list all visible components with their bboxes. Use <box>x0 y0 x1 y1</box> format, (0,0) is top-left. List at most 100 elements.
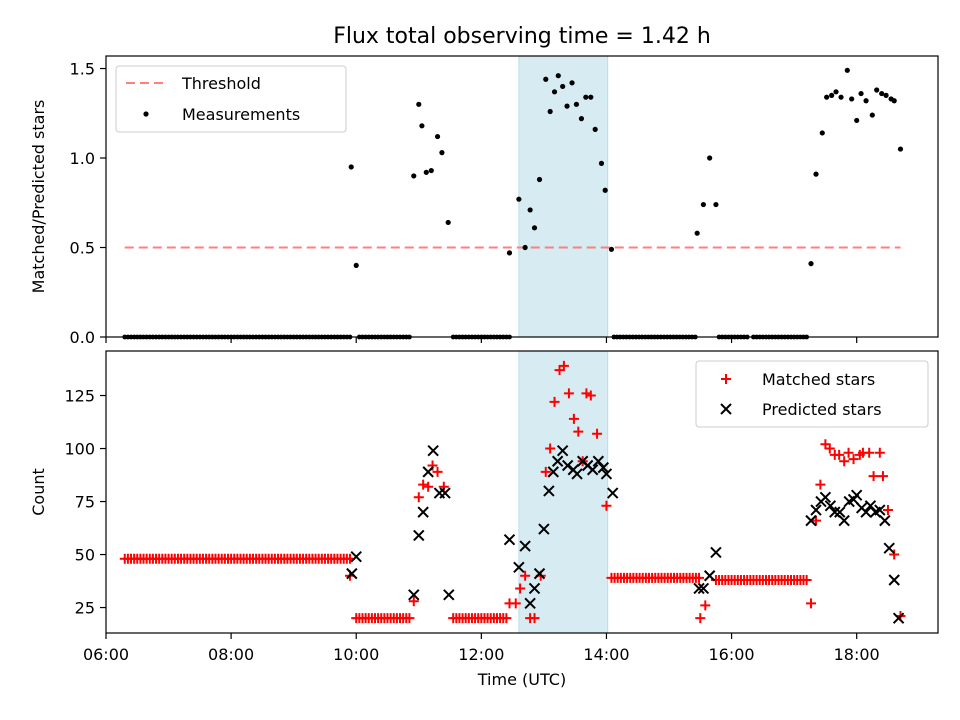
measurement-point <box>516 196 522 202</box>
y-tick-label: 100 <box>64 440 95 459</box>
measurement-point <box>348 164 354 170</box>
measurement-point <box>838 94 844 100</box>
matched-star-point <box>694 572 705 583</box>
measurement-point <box>411 173 417 179</box>
predicted-star-point <box>543 485 555 497</box>
matched-star-point <box>563 388 574 399</box>
matched-star-point <box>592 428 603 439</box>
predicted-star-point <box>533 567 546 580</box>
matched-star-point <box>848 454 859 465</box>
y-axis-label: Matched/Predicted stars <box>29 100 48 294</box>
predicted-star-point <box>888 574 900 586</box>
y-tick-label: 25 <box>75 599 95 618</box>
matched-star-point <box>834 449 845 460</box>
x-tick-label: 10:00 <box>333 645 379 664</box>
matched-star-point <box>427 460 438 471</box>
predicted-star-point <box>892 612 905 624</box>
measurement-point <box>551 89 558 95</box>
measurement-point <box>808 261 814 267</box>
matched-star-point <box>806 598 817 609</box>
predicted-star-point <box>819 491 832 504</box>
predicted-star-point <box>850 489 863 501</box>
measurement-point <box>423 169 429 175</box>
predicted-star-point <box>834 506 846 518</box>
predicted-star-point <box>556 444 569 457</box>
predicted-star-point <box>829 506 841 518</box>
measurement-point <box>874 87 880 93</box>
measurement-point <box>416 101 422 107</box>
x-axis-label: Time (UTC) <box>477 670 566 689</box>
matched-star-point <box>423 481 434 492</box>
y-tick-label: 50 <box>75 546 95 565</box>
predicted-star-point <box>408 589 420 601</box>
predicted-star-point <box>524 597 536 610</box>
measurement-point <box>543 76 549 82</box>
matched-star-point <box>540 466 551 477</box>
predicted-star-point <box>346 567 358 580</box>
y-tick-label: 75 <box>75 493 95 512</box>
measurement-point <box>858 90 864 97</box>
legend-matched-swatch <box>721 374 731 384</box>
matched-star-point <box>839 456 850 467</box>
measurement-point <box>439 150 445 156</box>
matched-star-point <box>432 466 443 477</box>
measurement-point <box>854 117 860 124</box>
measurement-point <box>849 96 855 102</box>
predicted-star-point <box>606 487 619 499</box>
matched-star-point <box>413 492 424 503</box>
matched-star-point <box>874 447 885 458</box>
measurement-point <box>428 167 434 174</box>
predicted-star-point <box>513 561 525 573</box>
x-tick-label: 08:00 <box>208 645 254 664</box>
matched-star-point <box>408 596 419 607</box>
legend-matched-label: Matched stars <box>762 370 875 389</box>
predicted-star-point <box>586 464 599 476</box>
measurement-point <box>419 123 425 129</box>
matched-star-point <box>815 479 826 490</box>
measurement-point <box>863 98 869 104</box>
y-tick-label: 0.5 <box>70 239 95 258</box>
measurement-point <box>578 116 585 122</box>
measurement-point <box>694 230 700 236</box>
matched-star-point <box>558 360 569 371</box>
predicted-star-point <box>860 506 872 518</box>
measurement-point <box>819 130 825 136</box>
measurement-point <box>569 80 575 86</box>
matched-star-point <box>510 598 521 609</box>
measurement-point <box>583 94 589 100</box>
matched-star-point <box>568 413 579 424</box>
bottom-axes-frame <box>105 350 939 634</box>
measurement-point <box>522 244 528 251</box>
x-tick-label: 06:00 <box>83 645 129 664</box>
predicted-star-point <box>597 461 610 474</box>
matched-star-point <box>695 613 706 624</box>
predicted-star-point <box>693 582 705 595</box>
measurement-point <box>560 83 566 90</box>
measurement-point <box>608 246 615 252</box>
matched-star-point <box>573 426 584 437</box>
measurement-point <box>555 73 561 79</box>
matched-star-point <box>585 390 596 401</box>
matched-star-point <box>801 574 812 585</box>
legend-measurements-label: Measurements <box>182 105 300 124</box>
predicted-star-point <box>443 589 455 601</box>
measurement-point <box>445 219 451 226</box>
measurement-point <box>588 94 594 100</box>
measurement-point <box>536 176 543 183</box>
legend-predicted-label: Predicted stars <box>762 400 882 419</box>
predicted-star-point <box>697 582 710 595</box>
measurement-point <box>434 133 441 140</box>
matched-star-point <box>520 570 531 581</box>
predicted-star-point <box>838 514 850 527</box>
legend-threshold-label: Threshold <box>181 74 261 93</box>
predicted-star-point <box>439 487 451 499</box>
matched-star-point <box>700 600 711 611</box>
measurement-point <box>707 155 713 161</box>
predicted-star-point <box>350 550 362 563</box>
measurement-point <box>829 92 835 98</box>
predicted-star-point <box>547 466 559 478</box>
x-tick-label: 12:00 <box>458 645 504 664</box>
chart-title: Flux total observing time = 1.42 h <box>333 24 711 49</box>
legend-measurements-swatch <box>143 111 149 117</box>
measurement-point <box>700 201 707 208</box>
